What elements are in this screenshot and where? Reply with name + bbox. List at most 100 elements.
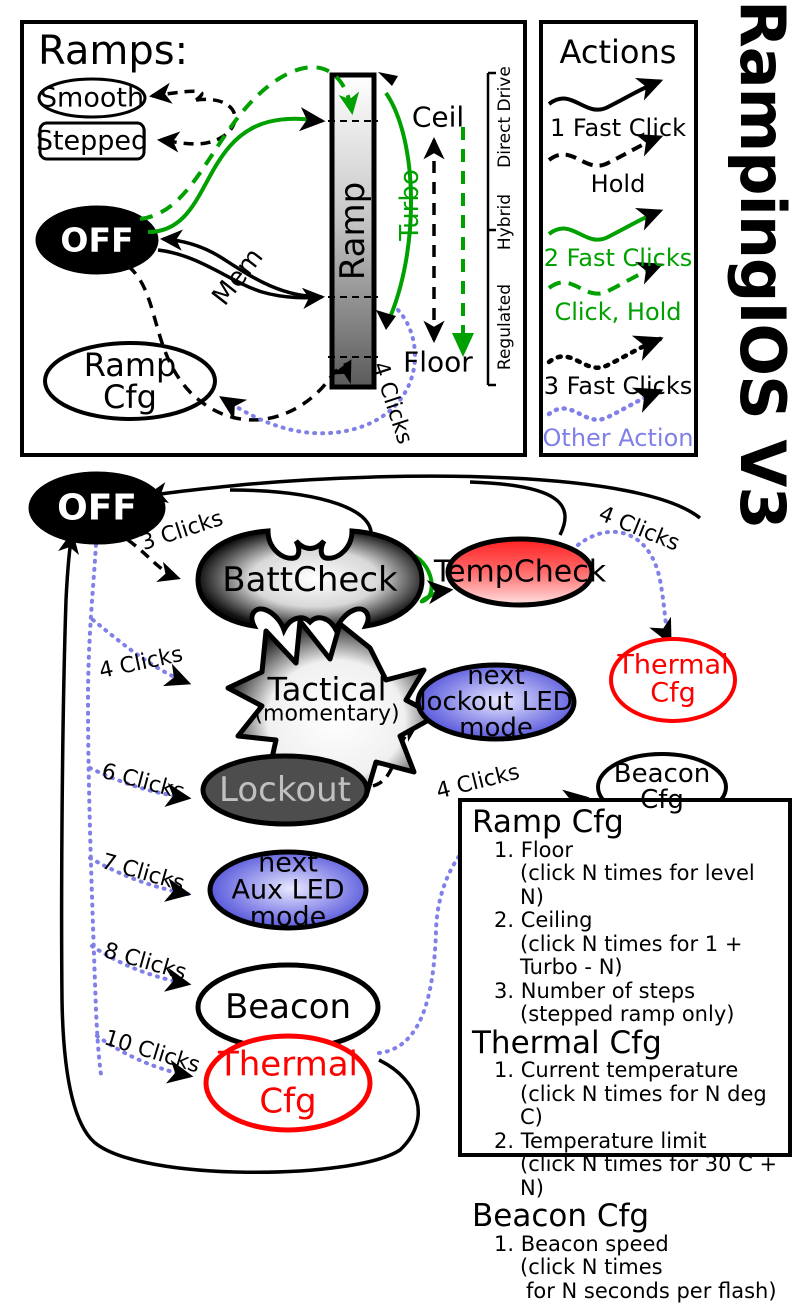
turbo-arrow-down (376, 310, 396, 330)
node-off-flow[interactable] (28, 471, 166, 545)
edge-hold-to-stepped (156, 97, 237, 153)
node-stepped[interactable] (38, 121, 146, 161)
node-ramp-cfg[interactable] (43, 341, 217, 421)
lockout-led-line1: next (467, 661, 525, 691)
cfg-item: 1. Current temperature (click N times fo… (472, 1058, 782, 1130)
node-smooth[interactable] (37, 77, 147, 119)
node-next-aux-led-mode[interactable] (207, 849, 369, 931)
cfg-item-detail: (click N times for level N) (520, 861, 755, 909)
cfg-heading-1: Thermal Cfg (472, 1024, 662, 1061)
edge-4-clicks-tactical (91, 618, 192, 687)
node-tactical-label: Tactical (momentary) (254, 670, 400, 727)
cfg-item-name: Temperature limit (520, 1128, 707, 1153)
edge-7-clicks-aux-led (88, 856, 192, 902)
drive-scale-direct-drive: Direct Drive (495, 66, 515, 168)
edge-10-clicks-thermal-cfg (95, 1034, 194, 1084)
action-label-0: 1 Fast Click (550, 114, 686, 142)
cfg-item-num: 1. (494, 1058, 515, 1083)
node-off-ramps[interactable] (35, 205, 159, 275)
cfg-section-2: Beacon Cfg 1. Beacon speed (click N time… (472, 1200, 782, 1303)
node-stepped-label: Stepped (35, 125, 149, 157)
actions-panel (539, 20, 698, 457)
node-thermal-cfg-bottom-label: Thermal Cfg (218, 1046, 358, 1119)
action-glyph-3-fast-clicks (546, 335, 664, 370)
tactical-line2: (momentary) (254, 701, 400, 727)
cfg-item: 3. Number of steps (stepped ramp only) (472, 978, 782, 1027)
edge-four-clicks-to-ramp-cfg (219, 308, 417, 436)
cfg-item-detail: (stepped ramp only) (520, 1002, 735, 1027)
edge-3-clicks-battcheck (126, 538, 181, 582)
actions-heading: Actions (559, 33, 677, 71)
lockout-led-line3: mode (459, 713, 533, 743)
edge-return-to-off-top (144, 474, 702, 520)
node-thermal-cfg-bottom[interactable] (203, 1033, 373, 1133)
edge-off-from-ramp (159, 229, 323, 299)
action-glyph-1-fast-click (547, 77, 664, 112)
tactical-line1: Tactical (267, 670, 387, 709)
edge-battcheck-return (229, 488, 373, 541)
cfg-item-num: 3. (494, 978, 515, 1003)
cfg-item-name: Floor (520, 837, 573, 862)
cfg-item-num: 1. (494, 837, 515, 862)
aux-led-line2: Aux LED (231, 874, 345, 906)
node-tempcheck[interactable] (445, 536, 595, 608)
node-lockout[interactable] (200, 753, 370, 827)
axis-label-floor: Floor (403, 345, 473, 379)
edge-hold-to-smooth (148, 82, 204, 104)
ramp-bar-label: Ramp (333, 181, 373, 281)
action-glyph-other-action (546, 387, 664, 422)
diagram-canvas (20, 20, 792, 1175)
diagram-root: RampingIOS V3 Ramps: Smooth Stepped OFF … (20, 0, 799, 1303)
action-label-2: 2 Fast Clicks (543, 244, 693, 272)
cfg-item: 1. Floor (click N times for level N) (472, 837, 782, 910)
beacon-cfg-line2: Cfg (640, 785, 684, 815)
axis-direct-drive-arrow (452, 333, 474, 357)
cfg-item-name: Number of steps (520, 978, 696, 1003)
node-thermal-cfg-right[interactable] (609, 637, 737, 723)
drive-scale-hybrid: Hybrid (495, 193, 515, 251)
actions-panel-border (539, 20, 698, 457)
drive-scale-regulated: Regulated (495, 283, 515, 371)
node-smooth-label: Smooth (39, 82, 145, 114)
aux-led-line3: mode (249, 901, 327, 933)
cfg-heading-2: Beacon Cfg (472, 1198, 650, 1235)
edge-4-clicks-thermal-cfg (576, 529, 672, 646)
node-beacon-label: Beacon (224, 987, 352, 1027)
node-beacon-cfg-label: Beacon Cfg (614, 761, 710, 813)
cfg-panel-content: Ramp Cfg 1. Floor (click N times for lev… (472, 806, 782, 1303)
action-label-4: 3 Fast Clicks (543, 372, 693, 400)
edge-mem-to-ramp (157, 248, 326, 309)
cfg-item-detail: (click N times (520, 1255, 663, 1280)
ramp-cfg-line1: Ramp (83, 346, 177, 384)
lockout-led-line2: lockout LED (419, 687, 573, 717)
edge-turbo-curve (384, 91, 413, 323)
node-ramp-cfg-label: Ramp Cfg (84, 349, 177, 413)
edge-off-spine (85, 511, 103, 1077)
thermal-cfg-right-line2: Cfg (650, 678, 696, 709)
turbo-arrow-up (378, 72, 398, 86)
cfg-item-name: Current temperature (520, 1058, 739, 1083)
node-next-lockout-led-mode[interactable] (415, 662, 577, 742)
node-battcheck-label: BattCheck (222, 560, 398, 600)
cfg-item-num: 1. (494, 1231, 515, 1256)
action-glyph-2-fast-clicks (547, 207, 664, 242)
edge-click-hold-to-ceiling (139, 65, 360, 221)
axis-label-ceil: Ceil (411, 100, 465, 134)
node-battcheck[interactable] (195, 528, 425, 637)
thermal-cfg-bottom-line2: Cfg (259, 1081, 317, 1121)
edge-tempcheck-return (469, 480, 567, 536)
edge-bottom-return-to-off (58, 530, 420, 1175)
ramp-cfg-line2: Cfg (103, 378, 157, 416)
cfg-item-detail2: for N seconds per flash) (526, 1278, 777, 1303)
edge-6-clicks-lockout (88, 766, 192, 807)
cfg-panel-border (458, 798, 792, 1157)
page-title: RampingIOS V3 (726, 0, 799, 529)
ramp-bar (329, 72, 377, 390)
cfg-item-name: Beacon speed (520, 1231, 669, 1256)
thermal-cfg-right-line1: Thermal (617, 649, 729, 681)
cfg-item-detail: (click N times for N deg C) (520, 1081, 767, 1130)
flow-nodes (28, 471, 737, 1133)
cfg-item-num: 2. (494, 1128, 515, 1153)
thermal-cfg-bottom-line1: Thermal (217, 1044, 359, 1085)
beacon-cfg-line1: Beacon (613, 759, 711, 789)
